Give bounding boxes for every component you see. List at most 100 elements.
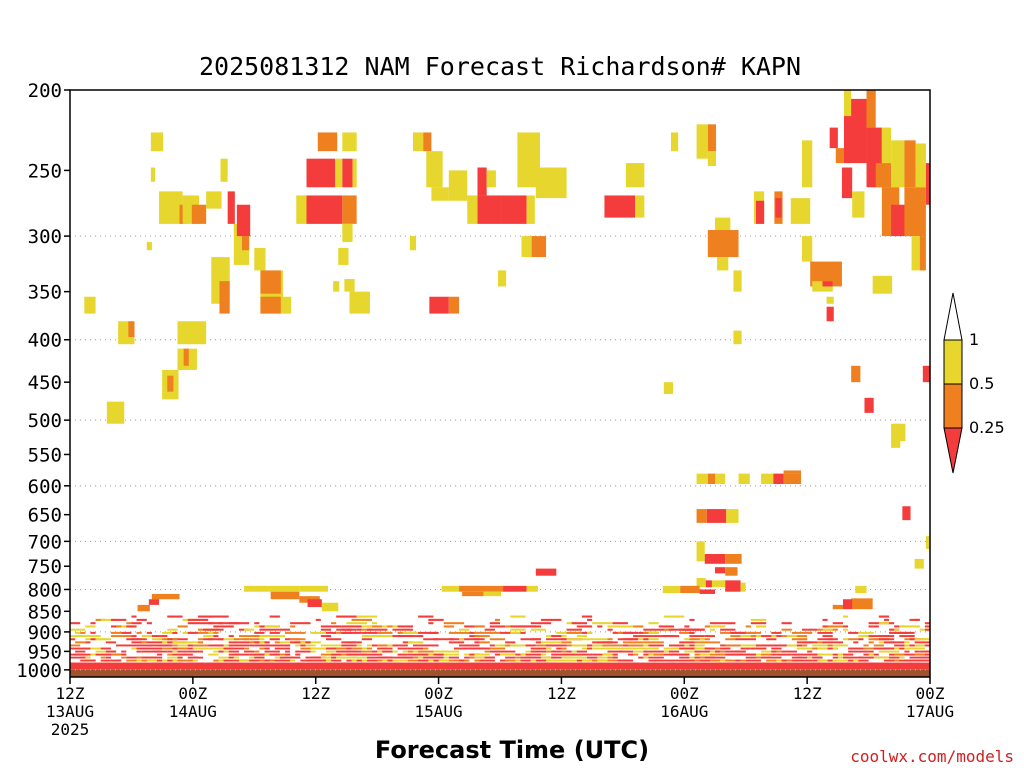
boundary-layer-cell	[653, 659, 675, 662]
boundary-layer-cell	[622, 659, 634, 662]
richardson-cell	[306, 195, 343, 224]
boundary-layer-cell	[530, 628, 547, 631]
boundary-layer-cell	[228, 641, 239, 644]
boundary-layer-cell	[592, 622, 613, 625]
boundary-layer-cell	[356, 644, 362, 647]
x-tick-label: 17AUG	[906, 702, 954, 721]
boundary-layer-cell	[418, 641, 424, 644]
y-tick-label: 200	[28, 80, 62, 102]
boundary-layer-cell	[735, 650, 746, 653]
boundary-layer-cell	[85, 641, 91, 644]
colorbar-legend: 1 0.5 0.25	[943, 292, 1005, 474]
boundary-layer-cell	[197, 615, 214, 618]
boundary-layer-cell	[735, 659, 741, 662]
boundary-layer-cell	[505, 641, 516, 644]
richardson-cell	[462, 591, 484, 597]
boundary-layer-cell	[581, 635, 588, 638]
boundary-layer-cell	[105, 641, 117, 644]
boundary-layer-cell	[70, 644, 81, 647]
richardson-cell	[755, 200, 765, 224]
boundary-layer-cell	[827, 644, 833, 647]
richardson-cell	[227, 191, 235, 224]
richardson-cell	[725, 580, 741, 592]
boundary-layer-cell	[720, 650, 726, 653]
boundary-layer-cell	[653, 647, 659, 650]
boundary-layer-cell	[771, 647, 782, 650]
boundary-layer-cell	[279, 628, 291, 631]
boundary-layer-cell	[233, 653, 239, 656]
boundary-layer-cell	[781, 635, 792, 638]
boundary-layer-cell	[878, 650, 900, 653]
boundary-layer-cell	[658, 625, 675, 628]
boundary-layer-cell	[361, 650, 373, 653]
boundary-layer-cell	[412, 644, 419, 647]
boundary-layer-cell	[223, 638, 239, 641]
boundary-layer-cell	[259, 635, 280, 638]
boundary-layer-cell	[786, 635, 797, 638]
boundary-layer-cell	[259, 644, 280, 647]
boundary-layer-cell	[474, 625, 485, 628]
boundary-layer-cell	[571, 644, 593, 647]
boundary-layer-cell	[443, 625, 454, 628]
richardson-cell	[670, 132, 679, 152]
boundary-layer-cell	[325, 638, 342, 641]
boundary-layer-cell	[157, 647, 163, 650]
boundary-layer-cell	[264, 625, 280, 628]
boundary-layer-cell	[627, 653, 634, 656]
boundary-layer-cell	[474, 647, 495, 650]
boundary-layer-cell	[110, 653, 127, 656]
boundary-layer-cell	[146, 631, 152, 634]
boundary-layer-cell	[894, 631, 915, 634]
boundary-layer-cell	[781, 650, 797, 653]
boundary-layer-cell	[428, 656, 444, 659]
boundary-layer-cell	[489, 625, 495, 628]
boundary-layer-cell	[341, 653, 347, 656]
boundary-layer-cell	[433, 638, 454, 641]
boundary-layer-cell	[510, 631, 521, 634]
richardson-cell	[501, 195, 527, 224]
boundary-layer-cell	[643, 647, 659, 650]
boundary-layer-cell	[95, 650, 117, 653]
richardson-cell	[342, 132, 357, 152]
boundary-layer-cell	[766, 638, 777, 641]
boundary-layer-cell	[587, 638, 608, 641]
boundary-layer-cell	[771, 635, 777, 638]
boundary-layer-cell	[704, 647, 715, 650]
boundary-layer-cell	[100, 656, 106, 659]
boundary-layer-cell	[904, 641, 910, 644]
richardson-cell	[680, 585, 700, 594]
boundary-layer-cell	[709, 628, 715, 631]
richardson-cell	[219, 281, 230, 314]
boundary-layer-cell	[459, 659, 465, 662]
boundary-layer-cell	[561, 650, 567, 653]
richardson-cell	[875, 163, 892, 188]
boundary-layer-cell	[750, 622, 767, 625]
boundary-layer-cell	[750, 635, 756, 638]
boundary-layer-cell	[694, 641, 700, 644]
plot-area	[70, 90, 930, 677]
boundary-layer-cell	[889, 656, 905, 659]
credit-text: coolwx.com/models	[850, 747, 1014, 766]
boundary-layer-cell	[853, 641, 859, 644]
boundary-layer-cell	[771, 653, 777, 656]
richardson-cell	[317, 132, 338, 152]
boundary-layer-cell	[848, 650, 854, 653]
boundary-layer-cell	[796, 638, 808, 641]
richardson-cell	[738, 473, 750, 485]
boundary-layer-cell	[331, 622, 337, 625]
boundary-layer-cell	[643, 656, 649, 659]
boundary-layer-cell	[295, 650, 311, 653]
boundary-layer-cell	[720, 659, 726, 662]
boundary-layer-cell	[146, 659, 163, 662]
richardson-cell	[790, 198, 811, 224]
richardson-cell	[832, 604, 843, 610]
boundary-layer-cell	[203, 638, 224, 641]
boundary-layer-cell	[285, 650, 291, 653]
boundary-layer-cell	[484, 628, 495, 631]
boundary-layer-cell	[285, 631, 306, 634]
boundary-layer-cell	[182, 641, 204, 644]
richardson-cell	[441, 585, 460, 592]
boundary-layer-cell	[791, 653, 813, 656]
boundary-layer-cell	[121, 653, 127, 656]
